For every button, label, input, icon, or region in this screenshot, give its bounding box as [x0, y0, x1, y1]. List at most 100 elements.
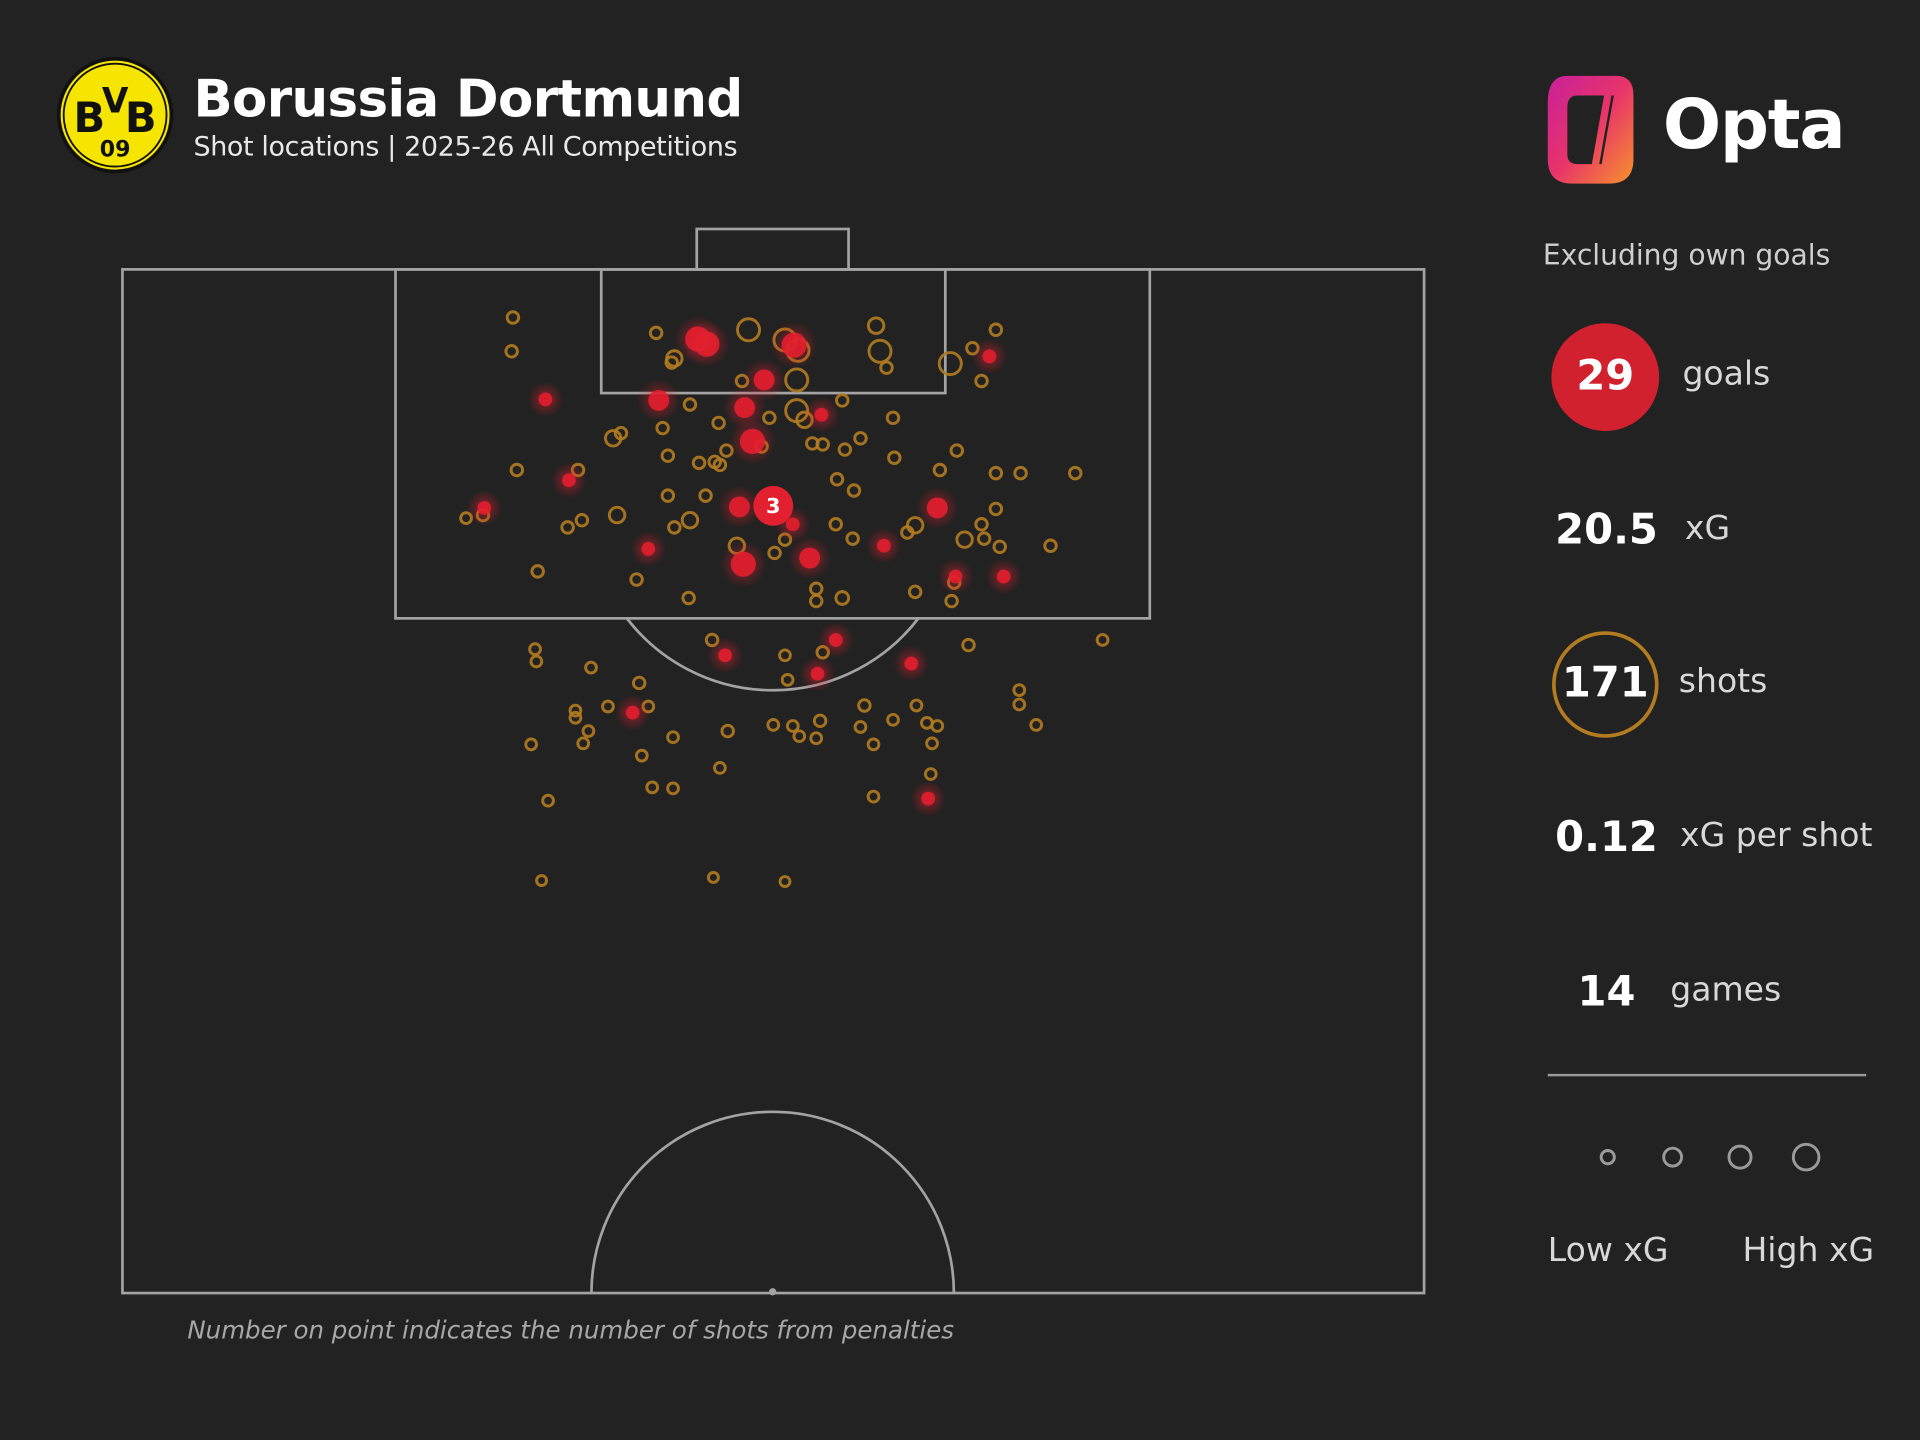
goal-shot-point	[648, 389, 670, 411]
goal-shot-point	[730, 551, 756, 577]
shot-point	[634, 748, 649, 763]
shot-point	[785, 719, 800, 733]
goal-shot-point	[739, 428, 766, 454]
shot-point	[1012, 697, 1027, 712]
svg-text:B: B	[125, 93, 157, 142]
stat-circles	[1551, 323, 1660, 738]
shot-point	[1013, 465, 1028, 481]
shot-point	[711, 415, 726, 431]
goal-shot-point	[781, 332, 807, 358]
shot-point	[792, 729, 807, 744]
shot-point	[988, 501, 1004, 517]
shot-point	[976, 531, 992, 546]
shot-point	[767, 545, 782, 561]
shot-point	[879, 360, 894, 375]
centre-spot	[768, 1288, 777, 1296]
shot-point	[574, 512, 590, 528]
goals-label: goals	[1682, 355, 1771, 394]
shot-point	[584, 660, 598, 675]
goal-shot-point	[538, 392, 553, 407]
goals-value: 29	[1576, 351, 1635, 401]
shot-point	[560, 520, 575, 535]
xg-size-legend	[1599, 1142, 1821, 1172]
shot-point	[828, 517, 843, 532]
shot-point	[845, 531, 860, 546]
shot-point	[645, 780, 660, 795]
goals-circle	[1551, 323, 1660, 432]
shot-point	[955, 530, 974, 549]
goal-shot-point	[625, 705, 640, 720]
legend-low-label: Low xG	[1547, 1231, 1669, 1270]
legend-size-circle	[1727, 1144, 1753, 1170]
pitch: 3	[121, 227, 1426, 1296]
goal-shot-point	[828, 633, 843, 647]
shot-point	[1029, 718, 1044, 732]
shot-point	[691, 455, 707, 471]
goal-shot-point	[799, 547, 821, 569]
shot-point	[853, 431, 868, 446]
shot-point	[886, 712, 900, 727]
shot-point	[613, 425, 629, 441]
shot-point	[601, 699, 615, 714]
shot-point	[655, 420, 670, 436]
legend-size-circle	[1791, 1142, 1821, 1172]
svg-text:09: 09	[100, 138, 131, 163]
chart-title: Borussia Dortmund	[193, 68, 743, 129]
goal-shot-point	[996, 569, 1011, 584]
goal-shot-point	[877, 538, 891, 553]
penalty-goal-point	[753, 485, 794, 526]
svg-text:B: B	[74, 93, 106, 142]
shot-point	[720, 723, 735, 739]
xg-per-shot-value: 0.12	[1555, 813, 1658, 863]
shot-point	[576, 736, 591, 751]
shot-point	[937, 351, 963, 377]
shot-point	[766, 718, 781, 732]
shot-point	[524, 737, 539, 752]
shot-point	[680, 510, 700, 530]
shot-point	[866, 737, 881, 752]
shot-point	[1068, 465, 1083, 481]
goal-shot-point	[753, 369, 775, 391]
shot-point	[541, 793, 555, 808]
goal-shot-point	[728, 496, 750, 518]
exclusion-note: Excluding own goals	[1542, 240, 1831, 272]
goal-shot-point	[718, 648, 732, 663]
games-label: games	[1670, 971, 1782, 1009]
goal-shot-point	[948, 569, 963, 584]
shot-point	[666, 781, 680, 796]
shot-point	[923, 767, 938, 781]
svg-text:V: V	[102, 82, 129, 122]
shot-point	[944, 593, 959, 609]
penalty-arc	[625, 617, 920, 692]
shot-point	[568, 703, 583, 718]
shot-point	[778, 875, 792, 888]
goal-shot-point	[562, 473, 576, 488]
opta-wordmark: Opta	[1662, 85, 1846, 166]
goal-shot-point	[785, 517, 800, 532]
shot-point	[530, 564, 545, 579]
chart-subtitle: Shot locations | 2025-26 All Competition…	[193, 132, 738, 163]
shot-point	[866, 789, 881, 804]
shot-point	[809, 731, 824, 746]
shot-point	[712, 457, 728, 473]
shot-point	[1043, 538, 1058, 554]
shot-point	[988, 465, 1004, 481]
shot-point	[736, 317, 762, 343]
goal	[695, 227, 850, 271]
shot-point	[667, 520, 682, 535]
xg-value: 20.5	[1555, 505, 1658, 555]
goal-shot-point	[734, 397, 756, 419]
shot-point	[988, 322, 1004, 338]
goal-shot-point	[477, 501, 492, 515]
bvb-badge-logo: B V B 09	[56, 56, 174, 174]
shot-point	[629, 572, 644, 587]
shot-point	[682, 397, 698, 412]
shot-point	[713, 761, 727, 775]
goal-shot-point	[921, 791, 936, 806]
shot-point	[1095, 633, 1110, 647]
goal-shot-point	[810, 666, 825, 681]
shot-point	[866, 316, 886, 335]
shot-point	[780, 673, 795, 687]
shots-circle	[1552, 631, 1659, 738]
shot-point	[1012, 683, 1027, 697]
